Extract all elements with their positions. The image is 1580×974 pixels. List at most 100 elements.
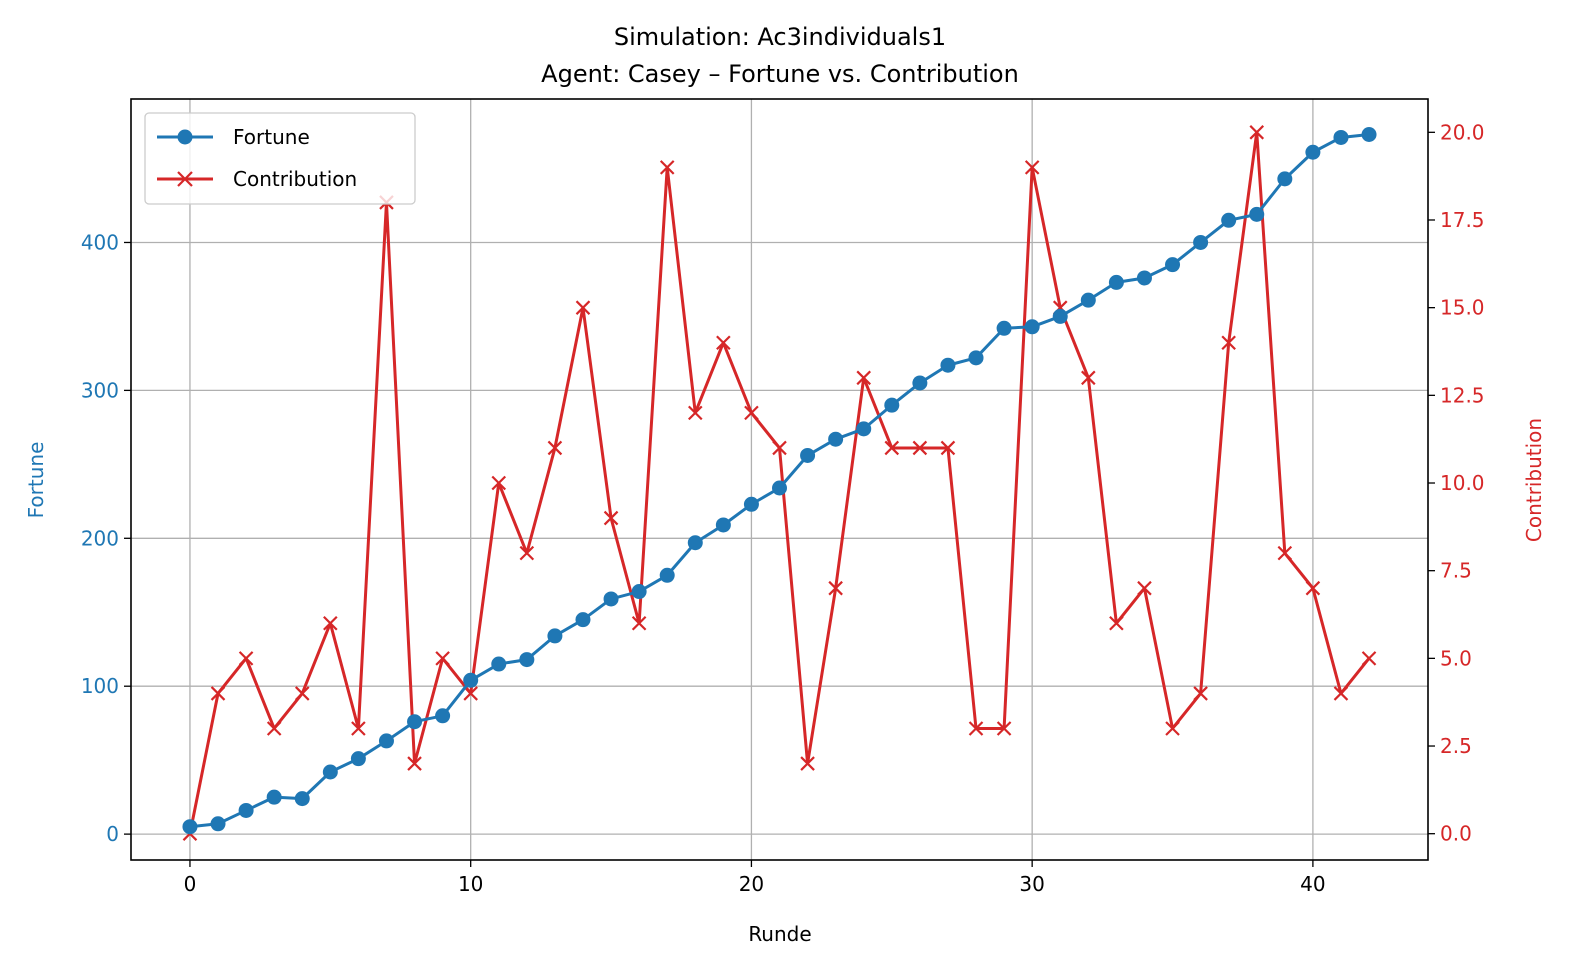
x-axis-label: Runde xyxy=(748,922,811,946)
fortune-point xyxy=(856,421,872,437)
fortune-point xyxy=(575,612,591,628)
y-right-tick-label: 17.5 xyxy=(1440,208,1485,232)
fortune-point xyxy=(266,789,282,805)
fortune-point xyxy=(912,375,928,391)
fortune-point xyxy=(1052,308,1068,324)
contribution-point xyxy=(1361,651,1377,666)
y-right-axis-label: Contribution xyxy=(1522,418,1546,542)
fortune-point xyxy=(687,535,703,551)
contribution-point xyxy=(996,721,1012,736)
contribution-point xyxy=(351,721,366,736)
fortune-point xyxy=(547,628,563,644)
chart-title: Simulation: Ac3individuals1 xyxy=(614,23,946,51)
legend-fortune-marker xyxy=(177,129,193,145)
contribution-point xyxy=(744,405,759,421)
contribution-point xyxy=(435,651,450,666)
contribution-point xyxy=(407,756,422,771)
fortune-point xyxy=(435,708,451,724)
x-tick-label: 20 xyxy=(739,872,764,896)
contribution-point xyxy=(294,686,310,701)
fortune-point xyxy=(1221,212,1237,228)
x-tick-label: 10 xyxy=(458,872,483,896)
fortune-point xyxy=(1193,234,1209,250)
contribution-point xyxy=(1333,686,1349,701)
x-tick-label: 0 xyxy=(184,872,197,896)
contribution-point xyxy=(1109,616,1124,631)
y-left-tick-label: 400 xyxy=(81,230,119,254)
fortune-point xyxy=(1277,171,1293,187)
contribution-point xyxy=(603,510,619,526)
y-left-tick-label: 100 xyxy=(81,674,119,698)
fortune-point xyxy=(463,672,479,688)
fortune-point xyxy=(322,764,338,780)
contribution-point xyxy=(716,335,731,351)
contribution-point xyxy=(1024,160,1040,175)
fortune-point xyxy=(182,819,198,835)
contribution-point xyxy=(491,475,507,491)
fortune-point xyxy=(968,350,984,366)
legend: Fortune Contribution xyxy=(144,112,416,205)
x-tick-label: 30 xyxy=(1019,872,1044,896)
contribution-point xyxy=(210,686,226,701)
fortune-point xyxy=(210,816,226,832)
fortune-point xyxy=(743,496,759,512)
fortune-point xyxy=(1108,274,1124,290)
contribution-point xyxy=(940,440,956,456)
contribution-point xyxy=(575,300,591,315)
y-left-tick-label: 300 xyxy=(81,378,119,402)
contribution-point xyxy=(1277,545,1293,561)
legend-contribution-label: Contribution xyxy=(233,167,357,191)
contribution-point xyxy=(1193,686,1208,701)
y-right-tick-label: 5.0 xyxy=(1440,646,1472,670)
contribution-point xyxy=(323,616,338,631)
y-right-tick-label: 0.0 xyxy=(1440,822,1472,846)
fortune-point xyxy=(631,584,647,600)
fortune-point xyxy=(884,397,900,413)
contribution-point xyxy=(1221,335,1236,351)
fortune-point xyxy=(715,517,731,533)
contribution-point xyxy=(547,440,563,456)
fortune-point xyxy=(996,320,1012,336)
contribution-point xyxy=(884,440,900,456)
contribution-point xyxy=(1137,580,1152,596)
x-tick-label: 40 xyxy=(1300,872,1325,896)
y-right-axis-ticks: 0.0 2.5 5.0 7.5 10.0 12.5 15.0 17.5 20.0 xyxy=(1428,120,1485,846)
y-left-tick-label: 0 xyxy=(106,822,119,846)
contribution-point xyxy=(266,721,282,736)
contribution-point xyxy=(968,721,984,736)
fortune-point xyxy=(350,751,366,767)
y-right-tick-label: 15.0 xyxy=(1440,296,1485,320)
contribution-point xyxy=(856,370,871,386)
plot-frame xyxy=(130,98,1429,861)
legend-fortune-label: Fortune xyxy=(233,125,310,149)
y-right-tick-label: 12.5 xyxy=(1440,383,1485,407)
y-left-axis-label: Fortune xyxy=(24,442,48,519)
fortune-point xyxy=(940,357,956,373)
chart-subtitle: Agent: Casey – Fortune vs. Contribution xyxy=(541,60,1019,88)
fortune-point xyxy=(491,656,507,672)
fortune-point xyxy=(1136,270,1152,286)
contribution-point xyxy=(1081,370,1096,386)
y-right-tick-label: 7.5 xyxy=(1440,559,1472,583)
fortune-point xyxy=(800,447,816,463)
contribution-point xyxy=(1305,580,1321,596)
contribution-point xyxy=(659,160,675,175)
contribution-point xyxy=(238,651,254,666)
fortune-point xyxy=(294,791,310,807)
legend-contribution-marker xyxy=(177,171,193,187)
fortune-point xyxy=(519,652,535,668)
contribution-point xyxy=(463,686,478,701)
contribution-point xyxy=(800,756,815,771)
y-right-tick-label: 20.0 xyxy=(1440,120,1485,144)
fortune-point xyxy=(1165,257,1181,273)
contribution-point xyxy=(688,405,703,421)
fortune-point xyxy=(407,714,423,730)
contribution-point xyxy=(828,580,843,596)
contribution-point xyxy=(1249,125,1265,140)
fortune-point xyxy=(659,567,675,583)
series-fortune xyxy=(182,126,1377,835)
contribution-point xyxy=(912,440,928,456)
grid-lines xyxy=(131,99,1428,860)
fortune-point xyxy=(378,733,394,749)
